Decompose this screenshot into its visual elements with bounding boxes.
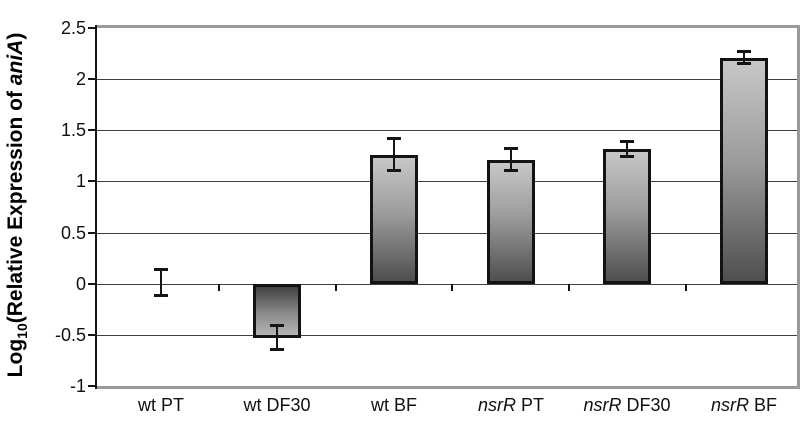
error-bar-cap-bottom (387, 169, 401, 172)
category-label-italic: nsrR (583, 395, 622, 415)
error-bar-cap-top (387, 137, 401, 140)
category-label: nsrR DF30 (583, 395, 671, 415)
category-axis-tick (568, 284, 570, 291)
error-bar-cap-bottom (620, 155, 634, 158)
error-bar-cap-top (504, 147, 518, 150)
gridline (97, 130, 797, 131)
error-bar-line (276, 325, 278, 351)
error-bar-cap-top (620, 140, 634, 143)
error-bar-line (743, 51, 745, 64)
category-axis-tick (218, 284, 220, 291)
bar (487, 160, 535, 284)
error-bar-cap-bottom (270, 348, 284, 351)
y-axis-tick (88, 283, 95, 285)
gridline (97, 79, 797, 80)
bar (370, 155, 418, 284)
y-axis-title: Log10(Relative Expression of aniA) (3, 0, 30, 425)
y-axis-tick (88, 78, 95, 80)
category-label: wt DF30 (243, 395, 311, 415)
gridline (97, 181, 797, 182)
category-axis-tick (335, 284, 337, 291)
y-axis-tick (88, 385, 95, 387)
y-axis-tick (88, 334, 95, 336)
y-axis-line (95, 25, 97, 389)
y-tick-label: -1 (69, 376, 86, 396)
category-label-italic: nsrR (477, 395, 516, 415)
error-bar-line (510, 148, 512, 172)
gridline (97, 335, 797, 336)
error-bar-cap-bottom (737, 62, 751, 65)
category-label-italic: nsrR (710, 395, 749, 415)
y-tick-label: 2.5 (60, 18, 86, 38)
error-bar-cap-bottom (154, 294, 168, 297)
gridline (97, 233, 797, 234)
y-tick-label: 2 (75, 69, 86, 89)
y-tick-label: 1 (75, 171, 86, 191)
gridline (97, 284, 797, 285)
category-axis-tick (685, 284, 687, 291)
category-label: nsrR BF (710, 395, 778, 415)
y-axis-tick (88, 27, 95, 29)
y-axis-tick (88, 180, 95, 182)
error-bar-cap-top (154, 268, 168, 271)
bar (720, 58, 768, 284)
y-tick-label: 0 (75, 274, 86, 294)
error-bar-line (160, 269, 162, 296)
error-bar-line (626, 141, 628, 157)
y-axis-tick (88, 129, 95, 131)
y-axis-tick (88, 232, 95, 234)
error-bar-cap-bottom (504, 169, 518, 172)
category-label: nsrR PT (477, 395, 545, 415)
plot-border-bottom (97, 386, 800, 389)
error-bar-cap-top (737, 50, 751, 53)
error-bar-line (393, 138, 395, 171)
y-tick-label: 0.5 (60, 223, 86, 243)
bar (603, 149, 651, 284)
error-bar-cap-top (270, 324, 284, 327)
category-axis-tick (451, 284, 453, 291)
y-tick-label: 1.5 (60, 120, 86, 140)
category-label: wt BF (370, 395, 417, 415)
plot-border-right (797, 25, 800, 389)
category-label: wt PT (137, 395, 184, 415)
plot-border-top (97, 25, 800, 28)
y-tick-label: -0.5 (54, 325, 86, 345)
